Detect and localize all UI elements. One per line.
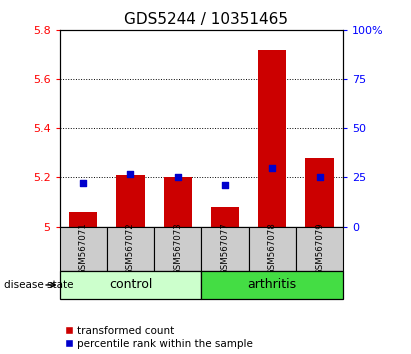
Text: GSM567072: GSM567072: [126, 222, 135, 275]
Point: [269, 165, 275, 171]
Bar: [258, 50, 286, 227]
Legend: transformed count, percentile rank within the sample: transformed count, percentile rank withi…: [65, 326, 253, 349]
Bar: [60, 271, 201, 299]
Text: GSM567077: GSM567077: [221, 222, 229, 275]
Text: GSM567078: GSM567078: [268, 222, 277, 275]
Bar: [201, 227, 249, 271]
Text: GSM567079: GSM567079: [315, 222, 324, 275]
Point: [174, 175, 181, 180]
Point: [316, 175, 323, 180]
Bar: [211, 207, 239, 227]
Text: GSM567071: GSM567071: [79, 222, 88, 275]
Point: [127, 171, 134, 176]
Text: control: control: [109, 279, 152, 291]
Point: [222, 182, 229, 188]
Text: GSM567073: GSM567073: [173, 222, 182, 275]
Bar: [249, 227, 296, 271]
Text: GDS5244 / 10351465: GDS5244 / 10351465: [123, 12, 288, 27]
Bar: [69, 212, 97, 227]
Bar: [116, 175, 145, 227]
Bar: [164, 177, 192, 227]
Bar: [107, 227, 154, 271]
Text: arthritis: arthritis: [248, 279, 297, 291]
Text: disease state: disease state: [4, 280, 74, 290]
Bar: [305, 158, 334, 227]
Bar: [296, 227, 343, 271]
Point: [80, 181, 86, 186]
Bar: [60, 227, 107, 271]
Bar: [201, 271, 343, 299]
Bar: [154, 227, 201, 271]
